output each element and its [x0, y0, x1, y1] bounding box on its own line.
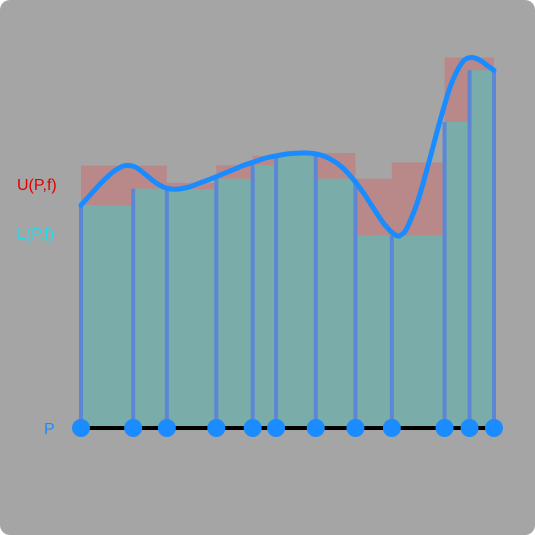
lower-sum-rect [166, 189, 217, 428]
partition-point [346, 419, 365, 437]
partition-point [485, 419, 503, 437]
partition-label: P [44, 421, 55, 438]
partition-point [382, 419, 401, 437]
lower-sum-rect [315, 178, 356, 428]
partition-point [207, 419, 226, 437]
lower-sum-rect [81, 205, 134, 428]
partition-point [306, 419, 325, 437]
function-curve [78, 54, 497, 239]
upper-sum-label: U(P,f) [17, 177, 57, 194]
partition-point [72, 419, 90, 437]
partition-point [124, 419, 143, 437]
partition-point [267, 419, 286, 437]
lower-sum-rect [355, 235, 392, 428]
partition-point [157, 419, 176, 437]
lower-sum-rect [216, 178, 253, 428]
lower-sum-rect [469, 70, 494, 428]
lower-sum-rect [133, 188, 167, 428]
partition-dividers [79, 70, 496, 428]
lower-sum-label: L(P,f) [17, 226, 54, 243]
partition-point [435, 419, 454, 437]
lower-sum-rect [391, 235, 445, 428]
lower-sum-rectangles [81, 70, 494, 428]
partition-point [243, 419, 262, 437]
lower-sum-rect [444, 122, 470, 428]
partition-points [72, 419, 503, 437]
lower-sum-rect [276, 155, 316, 428]
partition-point [460, 419, 479, 437]
lower-sum-rect [252, 165, 277, 428]
